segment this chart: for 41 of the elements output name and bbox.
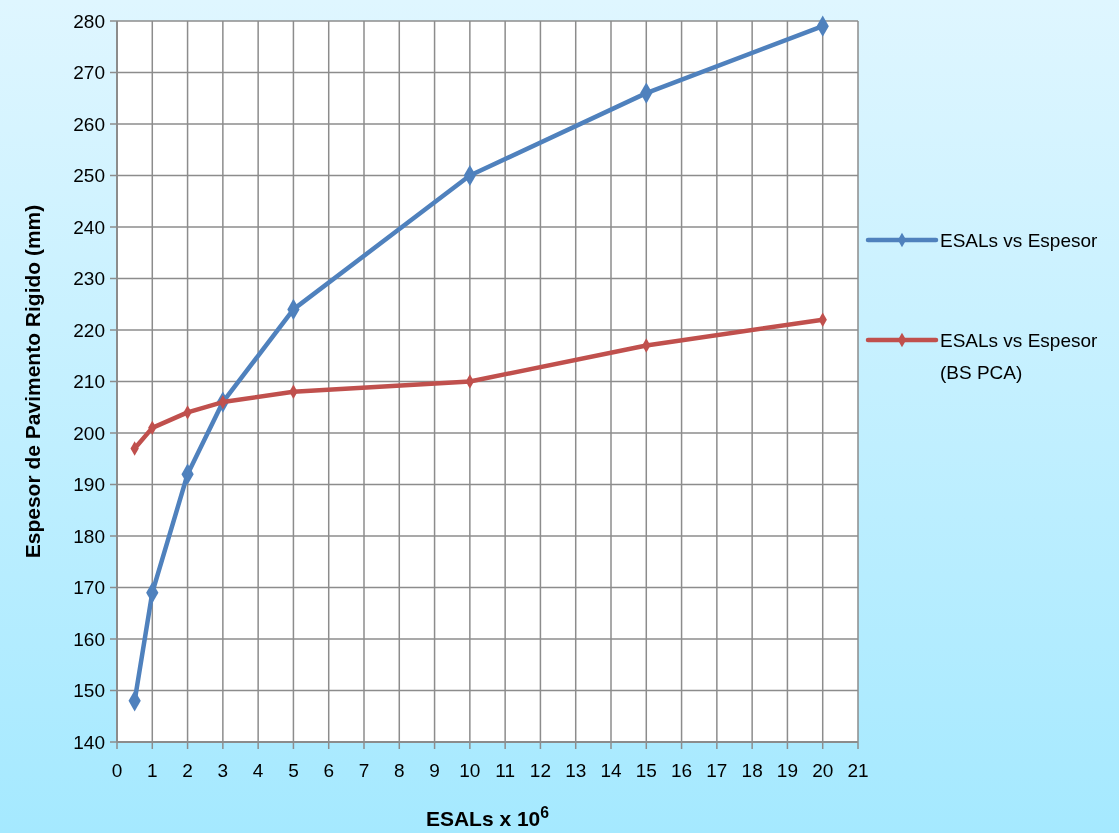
y-tick-label: 180 bbox=[73, 525, 105, 547]
x-tick-label: 13 bbox=[565, 760, 587, 781]
x-tick-label: 2 bbox=[182, 760, 193, 781]
y-tick-label: 280 bbox=[73, 10, 105, 32]
y-tick-label: 190 bbox=[73, 474, 105, 496]
x-tick-label: 14 bbox=[600, 760, 622, 781]
x-tick-label: 17 bbox=[706, 760, 728, 781]
y-tick-label: 260 bbox=[73, 113, 105, 135]
y-tick-label: 270 bbox=[73, 62, 105, 84]
y-tick-label: 250 bbox=[73, 165, 105, 187]
x-tick-label: 19 bbox=[776, 760, 798, 781]
x-tick-label: 6 bbox=[323, 760, 334, 781]
x-tick-label: 3 bbox=[217, 760, 229, 781]
x-tick-label: 12 bbox=[529, 760, 551, 781]
x-tick-label: 16 bbox=[671, 760, 693, 781]
x-tick-label: 0 bbox=[111, 760, 123, 781]
x-tick-label: 15 bbox=[635, 760, 657, 781]
y-axis-title: Espesor de Pavimento Rigido (mm) bbox=[21, 204, 44, 559]
x-tick-label: 8 bbox=[394, 760, 405, 781]
y-tick-label: 230 bbox=[73, 268, 105, 290]
y-tick-label: 160 bbox=[73, 628, 105, 650]
y-tick-label: 210 bbox=[73, 371, 105, 393]
x-tick-label: 18 bbox=[741, 760, 763, 781]
x-axis-title: ESALs x 10$^{6}$ bbox=[425, 803, 550, 830]
x-tick-label: 9 bbox=[429, 760, 440, 781]
legend-label: ESALs vs Espesor (BS PCA) bbox=[940, 329, 1099, 383]
x-tick-label: 1 bbox=[147, 760, 158, 781]
y-tick-label: 150 bbox=[73, 680, 105, 702]
x-tick-label: 21 bbox=[847, 760, 869, 781]
x-tick-label: 4 bbox=[252, 760, 264, 781]
x-tick-label: 5 bbox=[288, 760, 299, 781]
x-tick-label: 20 bbox=[812, 760, 834, 781]
y-tick-label: 200 bbox=[73, 422, 105, 444]
y-tick-label: 170 bbox=[73, 577, 105, 599]
x-tick-label: 10 bbox=[459, 760, 481, 781]
y-tick-label: 220 bbox=[73, 319, 105, 341]
x-tick-label: 11 bbox=[495, 760, 516, 781]
y-tick-label: 140 bbox=[73, 731, 105, 753]
y-tick-label: 240 bbox=[73, 216, 105, 238]
legend-label: ESALs vs Espesor bbox=[940, 229, 1099, 251]
x-tick-label: 7 bbox=[358, 760, 370, 781]
